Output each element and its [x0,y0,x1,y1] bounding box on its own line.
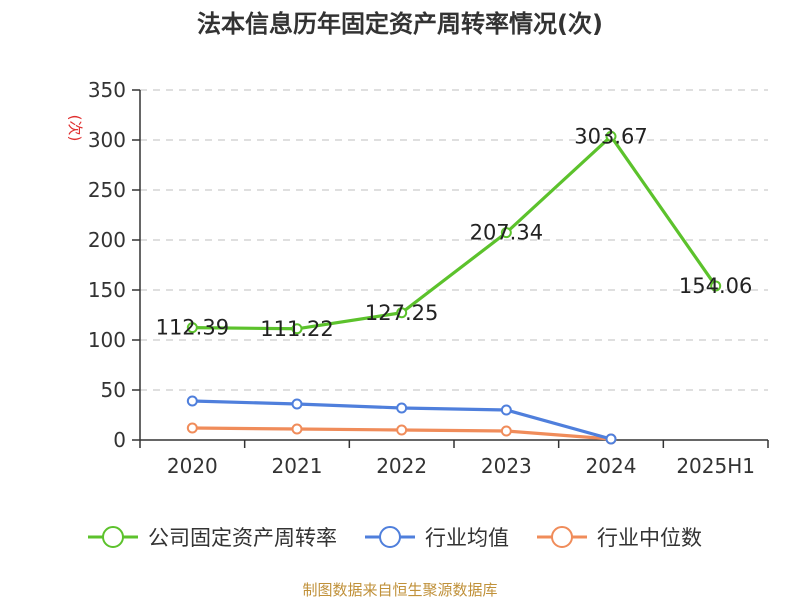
legend-label-0: 公司固定资产周转率 [148,526,337,550]
y-axis-unit: (次) [66,115,84,142]
legend-label-2: 行业中位数 [597,526,702,550]
legend-marker-2 [551,526,573,548]
series-2-point-2022 [396,424,408,436]
series-1 [186,395,617,445]
legend-label-1: 行业均值 [425,526,509,550]
legend[interactable]: 公司固定资产周转率 行业均值 行业中位数 [88,526,702,550]
series-2-point-2020 [186,422,198,434]
x-tick-label-2020: 2020 [167,454,218,478]
y-tick-label-200: 200 [88,228,126,252]
series-layer [186,130,722,445]
x-tick-label-2025H1: 2025H1 [676,454,755,478]
legend-marker-0 [102,526,124,548]
series-1-point-2024 [605,433,617,445]
legend-item-2[interactable]: 行业中位数 [537,526,702,550]
source-note: 制图数据来自恒生聚源数据库 [302,581,497,599]
grid-lines [140,89,768,391]
y-tick-label-150: 150 [88,278,126,302]
series-2-point-2021 [291,423,303,435]
series-1-point-2022 [396,402,408,414]
series-1-point-2021 [291,398,303,410]
legend-item-0[interactable]: 公司固定资产周转率 [88,526,337,550]
series-1-point-2023 [500,404,512,416]
data-label-2020: 112.39 [156,316,229,340]
series-1-point-2020 [186,395,198,407]
series-0 [186,130,722,335]
data-label-2023: 207.34 [470,221,543,245]
series-0-point-2021 [291,323,303,335]
axes: 0 50 100 150 200 250 300 350 2020 2021 2022 2023 202… [88,78,769,478]
data-label-2022: 127.25 [365,301,438,325]
data-label-2021: 111.22 [260,317,333,341]
data-label-2025H1: 154.06 [679,274,752,298]
legend-marker-1 [379,526,401,548]
y-tick-label-100: 100 [88,328,126,352]
data-label-2024: 303.67 [574,124,647,148]
y-tick-label-0: 0 [113,428,126,452]
y-tick-label-350: 350 [88,78,126,102]
legend-item-1[interactable]: 行业均值 [365,526,509,550]
y-tick-label-250: 250 [88,178,126,202]
x-tick-label-2023: 2023 [481,454,532,478]
x-tick-label-2022: 2022 [376,454,427,478]
y-tick-label-300: 300 [88,128,126,152]
series-0-point-2025H1 [710,280,722,292]
series-2-point-2023 [500,425,512,437]
series-0-point-2022 [396,307,408,319]
series-line-0 [192,134,717,331]
series-0-point-2020 [186,322,198,334]
x-tick-label-2024: 2024 [586,454,637,478]
chart-title: 法本信息历年固定资产周转率情况(次) [197,10,603,38]
x-tick-label-2021: 2021 [272,454,323,478]
series-0-point-2024 [605,130,617,142]
y-tick-label-50: 50 [101,378,126,402]
data-labels: 112.39 111.22 127.25 207.34 303.67 154.06 [156,124,753,340]
series-0-point-2023 [500,227,512,239]
